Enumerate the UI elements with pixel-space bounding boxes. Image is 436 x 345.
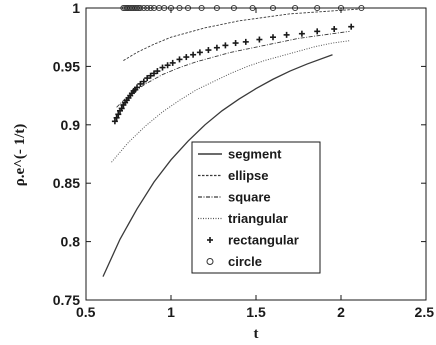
- legend-item-circle: circle: [206, 254, 262, 269]
- series-line-ellipse: [123, 8, 359, 61]
- point-rectangular: [242, 38, 249, 45]
- x-tick-label: 1.5: [246, 304, 266, 320]
- point-rectangular: [232, 40, 239, 47]
- y-tick-label: 0.9: [61, 117, 81, 133]
- point-rectangular: [137, 80, 144, 87]
- legend-label-ellipse: ellipse: [228, 168, 268, 183]
- point-rectangular: [144, 75, 151, 82]
- point-rectangular: [196, 49, 203, 56]
- point-rectangular: [176, 56, 183, 63]
- point-rectangular: [115, 111, 122, 118]
- point-rectangular: [154, 68, 161, 75]
- legend-label-rectangular: rectangular: [228, 233, 299, 248]
- point-rectangular: [348, 23, 355, 30]
- point-rectangular: [159, 64, 166, 71]
- legend-label-triangular: triangular: [228, 211, 288, 226]
- point-rectangular: [256, 36, 263, 43]
- point-rectangular: [190, 51, 197, 58]
- legend-swatch-circle: [206, 258, 214, 265]
- legend-item-triangular: triangular: [198, 211, 288, 226]
- y-tick-label: 0.95: [53, 58, 80, 74]
- point-rectangular: [283, 31, 290, 38]
- legend-item-ellipse: ellipse: [198, 168, 268, 183]
- series-line-square: [116, 30, 350, 108]
- x-tick-label: 0.5: [76, 304, 96, 320]
- point-rectangular: [183, 54, 190, 61]
- legend-item-rectangular: rectangular: [207, 233, 299, 248]
- x-tick-label: 2.5: [415, 304, 435, 320]
- point-rectangular: [111, 118, 118, 125]
- y-axis-title: ρ.e^(- 1/t): [12, 124, 28, 187]
- legend-box: [191, 141, 321, 274]
- point-rectangular: [140, 78, 147, 85]
- axis-ticks-layer: 0.5 1 1.5 2 2.5 0.75 0.8 0.85 0.9 0.95 1: [53, 0, 434, 320]
- y-tick-label: 1: [72, 0, 80, 16]
- legend-item-square: square: [198, 190, 271, 205]
- point-rectangular: [147, 72, 154, 79]
- x-tick-label: 1: [167, 304, 175, 320]
- legend-label-segment: segment: [228, 147, 282, 162]
- point-rectangular: [118, 105, 125, 112]
- series-line-segment: [102, 54, 333, 277]
- point-rectangular: [331, 26, 338, 33]
- x-axis-title: t: [254, 326, 259, 342]
- point-rectangular: [213, 44, 220, 51]
- point-rectangular: [134, 84, 140, 91]
- x-tick-label: 2: [337, 304, 345, 320]
- plot-series-layer: [102, 4, 365, 277]
- point-rectangular: [205, 47, 212, 54]
- point-rectangular: [164, 62, 171, 69]
- series-line-triangular: [111, 40, 350, 163]
- legend-label-square: square: [228, 190, 271, 205]
- point-rectangular: [270, 34, 276, 41]
- legend: segment ellipse square triangular rectangula…: [191, 141, 321, 274]
- point-rectangular: [113, 114, 120, 121]
- point-rectangular: [169, 59, 176, 66]
- y-tick-label: 0.85: [53, 175, 80, 191]
- point-rectangular: [314, 28, 321, 35]
- legend-label-circle: circle: [228, 254, 262, 269]
- y-tick-label: 0.8: [61, 234, 81, 250]
- legend-swatch-rectangular: [207, 237, 213, 243]
- point-rectangular: [151, 70, 157, 77]
- y-tick-label: 0.75: [53, 292, 80, 308]
- point-rectangular: [222, 42, 229, 49]
- point-rectangular: [298, 30, 305, 37]
- legend-item-segment: segment: [198, 147, 282, 162]
